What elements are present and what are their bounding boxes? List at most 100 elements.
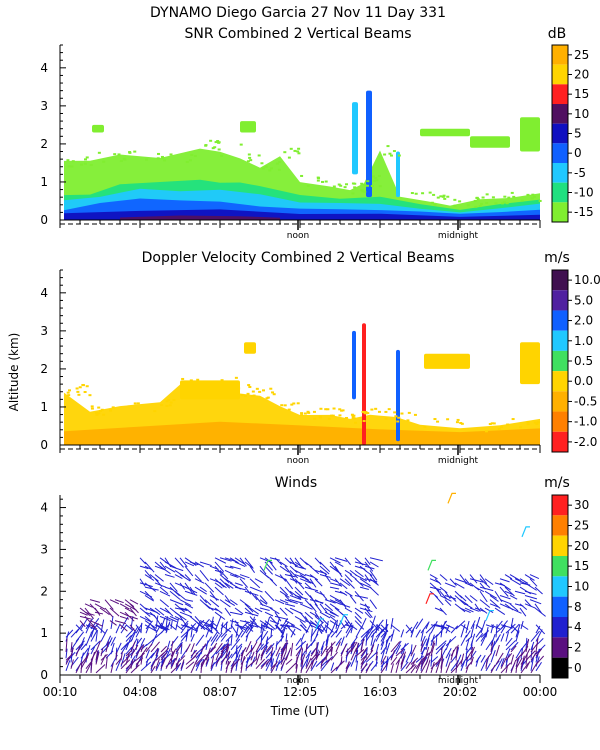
doppler-cloud-6 — [396, 349, 400, 442]
wind-highlight-0 — [447, 492, 456, 504]
snr-cloud-3 — [240, 121, 256, 133]
snr-colorbar-swatch — [552, 84, 568, 104]
winds-colorbar-label: 30 — [574, 498, 589, 512]
snr-ytick-label: 3 — [40, 99, 48, 113]
time-tick-label: 20:02 — [443, 685, 478, 699]
doppler-colorbar-label: -1.0 — [574, 415, 597, 429]
wind-highlight-4 — [339, 614, 348, 625]
snr-ytick-label: 2 — [40, 137, 48, 151]
doppler-colorbar-label: -0.5 — [574, 394, 597, 408]
doppler-colorbar-swatch — [552, 310, 568, 331]
snr-colorbar-frame — [551, 44, 569, 223]
snr-cloud-6 — [366, 90, 372, 198]
snr-layer-5 — [120, 215, 280, 220]
doppler-colorbar-swatch — [552, 270, 568, 291]
winds-colorbar-label: 2 — [574, 641, 582, 655]
wind-highlight-3 — [521, 526, 530, 538]
doppler-ytick-label: 4 — [40, 286, 48, 300]
winds-colorbar-label: 0 — [574, 661, 582, 675]
time-tick-label: 16:03 — [363, 685, 398, 699]
snr-colorbar-swatch — [552, 45, 568, 65]
time-axis-ticks: 00:10 04:08 08:07 12:05 16:03 20:02 00:00 — [43, 685, 558, 699]
doppler-marker-noon: noon — [287, 456, 309, 466]
doppler-axes: 0 1 2 3 4 noon midnight — [40, 269, 541, 466]
snr-cloud-5 — [352, 102, 358, 175]
snr-colorbar-swatch — [552, 143, 568, 163]
snr-colorbar-swatch — [552, 64, 568, 85]
doppler-title: Doppler Velocity Combined 2 Vertical Bea… — [142, 250, 455, 266]
doppler-cloud-4 — [352, 330, 356, 400]
winds-colorbar-swatch — [552, 576, 568, 597]
winds-colorbar-label: 20 — [574, 539, 589, 553]
winds-ytick-label: 2 — [40, 584, 48, 598]
doppler-ytick-label: 2 — [40, 362, 48, 376]
snr-ytick-label: 1 — [40, 175, 48, 189]
wind-highlight-7 — [263, 559, 272, 571]
doppler-cloud-1 — [520, 342, 540, 385]
doppler-marker-midnight: midnight — [438, 456, 479, 466]
snr-colorbar-label: 5 — [574, 127, 582, 141]
snr-colorbar-label: 25 — [574, 48, 589, 62]
winds-colorbar-frame — [551, 494, 569, 679]
winds-colorbar-label: 10 — [574, 580, 589, 594]
snr-cloud-7 — [396, 151, 400, 198]
wind-region-2 — [139, 557, 383, 635]
winds-colorbar-label: 8 — [574, 600, 582, 614]
doppler-heatmap — [64, 323, 540, 445]
snr-unit-label: dB — [548, 26, 567, 42]
doppler-colorbar-label: 0.0 — [574, 374, 593, 388]
doppler-colorbar-label: 2.0 — [574, 314, 593, 328]
wind-region-4 — [79, 599, 139, 632]
figure-title: DYNAMO Diego Garcia 27 Nov 11 Day 331 — [150, 5, 446, 21]
time-tick-label: 12:05 — [283, 685, 318, 699]
doppler-colorbar-swatch — [552, 431, 568, 452]
winds-colorbar-swatch — [552, 515, 568, 536]
doppler-cloud-2 — [244, 342, 256, 354]
snr-title: SNR Combined 2 Vertical Beams — [184, 26, 411, 42]
snr-heatmap — [64, 90, 542, 220]
doppler-colorbar-label: 5.0 — [574, 293, 593, 307]
doppler-colorbar-swatch — [552, 350, 568, 372]
doppler-colorbar-label: 10.0 — [574, 273, 600, 287]
winds-axes: 0 1 2 3 4 noon midnight — [40, 495, 541, 686]
winds-colorbar-swatch — [552, 556, 568, 577]
snr-colorbar-label: -10 — [574, 186, 594, 200]
snr-cloud-1 — [470, 136, 510, 148]
snr-colorbar-label: 15 — [574, 87, 589, 101]
doppler-colorbar: 10.0 5.0 2.0 1.0 0.5 0.0 -0.5 -1.0 -2.0 — [551, 269, 600, 453]
doppler-unit-label: m/s — [544, 250, 570, 266]
snr-colorbar-swatch — [552, 163, 568, 183]
snr-colorbar-swatch — [552, 123, 568, 144]
snr-marker-midnight: midnight — [438, 231, 479, 241]
winds-colorbar-label: 4 — [574, 620, 582, 634]
snr-colorbar-label: -15 — [574, 205, 594, 219]
doppler-colorbar-swatch — [552, 290, 568, 311]
snr-cloud-4 — [92, 124, 104, 133]
time-tick-label: 00:00 — [523, 685, 558, 699]
snr-colorbar-label: 0 — [574, 146, 582, 160]
snr-colorbar: 25 20 15 10 5 0 -5 -10 -15 — [551, 44, 594, 223]
doppler-colorbar-label: 1.0 — [574, 334, 593, 348]
winds-ytick-label: 0 — [40, 668, 48, 682]
snr-colorbar-label: 10 — [574, 107, 589, 121]
time-axis-label: Time (UT) — [270, 704, 330, 718]
wind-highlight-6 — [485, 609, 494, 621]
wind-highlight-1 — [425, 593, 434, 605]
winds-barbs — [65, 492, 546, 674]
winds-marker-noon: noon — [287, 676, 309, 686]
doppler-colorbar-swatch — [552, 371, 568, 392]
time-tick-label: 00:10 — [43, 685, 78, 699]
altitude-axis-label: Altitude (km) — [7, 333, 21, 412]
snr-axes: 0 1 2 3 4 noon midnight — [40, 44, 541, 241]
time-tick-label: 04:08 — [123, 685, 158, 699]
winds-ytick-label: 4 — [40, 501, 48, 515]
winds-colorbar-label: 15 — [574, 559, 589, 573]
snr-cloud-0 — [420, 128, 470, 137]
time-tick-label: 08:07 — [203, 685, 238, 699]
doppler-cloud-5 — [362, 323, 366, 445]
doppler-ytick-label: 1 — [40, 400, 48, 414]
winds-colorbar-swatch — [552, 495, 568, 516]
